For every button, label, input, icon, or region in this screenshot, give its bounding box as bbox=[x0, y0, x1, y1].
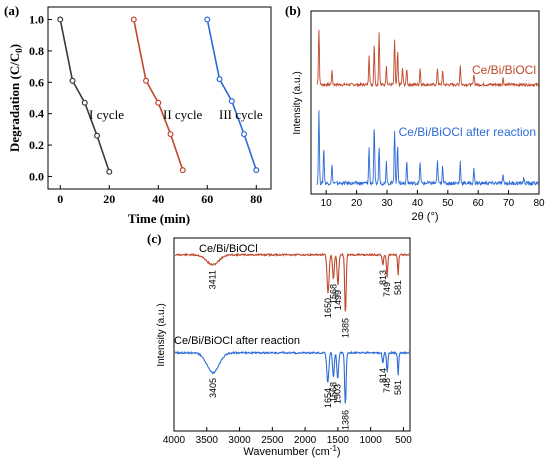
x-tick-label: 10 bbox=[321, 198, 333, 209]
band-label: 1654 bbox=[323, 388, 333, 408]
data-point bbox=[143, 77, 150, 84]
legend-ce-bi-biocl: Ce/Bi/BiOCl bbox=[472, 63, 536, 77]
panel-b-series bbox=[316, 29, 540, 187]
data-point bbox=[130, 16, 137, 23]
label-ce-bi-biocl-after: Ce/Bi/BiOCl after reaction bbox=[174, 335, 300, 347]
panel-b-xlabel: 2θ (°) bbox=[411, 211, 438, 223]
panel-b-label: (b) bbox=[285, 3, 301, 18]
y-tick-label: 0.0 bbox=[29, 169, 44, 183]
band-label: 1568 bbox=[328, 382, 338, 402]
data-point bbox=[241, 131, 248, 138]
ftir-spectrum-ce-bi-biocl-after-reaction bbox=[174, 350, 410, 404]
y-tick-label: 0.2 bbox=[29, 138, 44, 152]
panel-b: (b) 10 20 30 40 50 60 70 80 Ce/Bi/BiOCl Ce/Bi/B… bbox=[285, 3, 545, 223]
panel-c-frame bbox=[173, 237, 411, 432]
x-tick-label: 80 bbox=[533, 198, 545, 209]
x-tick-label: 40 bbox=[152, 192, 164, 206]
panel-a-xlabel: Time (min) bbox=[128, 211, 190, 226]
data-point bbox=[204, 16, 211, 23]
y-tick-label: 0.4 bbox=[29, 107, 44, 121]
data-point bbox=[57, 16, 64, 23]
band-label: 1499 bbox=[333, 290, 343, 310]
data-point bbox=[69, 77, 76, 84]
x-tick-label: 70 bbox=[503, 198, 515, 209]
band-label: 1385 bbox=[340, 318, 350, 338]
y-tick-label: 0.8 bbox=[29, 44, 44, 58]
band-label: 748 bbox=[382, 378, 392, 393]
panel-c: (c) 4000 3500 3000 2500 2000 1500 1000 500 3411… bbox=[147, 231, 412, 458]
ftir-spectrum-ce-bi-biocl bbox=[174, 252, 410, 312]
x-tick-label: 2000 bbox=[294, 435, 317, 446]
band-label: 581 bbox=[393, 280, 403, 295]
data-point bbox=[179, 167, 186, 174]
x-tick-label: 0 bbox=[57, 192, 63, 206]
panel-a-ticks: 0 20 40 60 80 0.0 0.2 0.4 0.6 0.8 1.0 bbox=[29, 13, 262, 206]
panel-c-xlabel: Wavenumber (cm-1) bbox=[243, 444, 340, 458]
x-tick-label: 1500 bbox=[327, 435, 350, 446]
panel-a-frame bbox=[47, 6, 272, 190]
xrd-pattern-ce-bi-biocl-after-reaction bbox=[316, 110, 540, 187]
panel-a-series bbox=[57, 16, 260, 175]
panel-b-ticks: 10 20 30 40 50 60 70 80 bbox=[321, 190, 545, 209]
y-tick-label: 1.0 bbox=[29, 13, 44, 27]
x-tick-label: 60 bbox=[201, 192, 213, 206]
x-tick-label: 500 bbox=[395, 435, 412, 446]
band-label: 1568 bbox=[328, 284, 338, 304]
band-label: 3405 bbox=[208, 378, 218, 398]
x-tick-label: 3500 bbox=[196, 435, 219, 446]
panel-a: (a) 0 20 40 60 800.00.20.40.60.81.0 I cycle … bbox=[4, 3, 272, 226]
x-tick-label: 3000 bbox=[228, 435, 251, 446]
panel-b-ylabel: Intensity (a.u.) bbox=[292, 71, 303, 134]
label-ce-bi-biocl: Ce/Bi/BiOCl bbox=[199, 243, 258, 255]
panel-c-ylabel: Intensity (a.u.) bbox=[156, 303, 167, 366]
x-tick-label: 1000 bbox=[360, 435, 383, 446]
series-line-i-cycle bbox=[59, 19, 111, 172]
legend-ce-bi-biocl-after: Ce/Bi/BiOCl after reaction bbox=[399, 125, 536, 139]
panel-a-label: (a) bbox=[4, 3, 19, 18]
data-point bbox=[94, 132, 101, 139]
data-point bbox=[228, 98, 235, 105]
x-tick-label: 60 bbox=[473, 198, 485, 209]
series-line-iii-cycle bbox=[206, 19, 258, 171]
series-label-i-cycle: I cycle bbox=[89, 107, 124, 122]
series-line-ii-cycle bbox=[132, 19, 184, 171]
band-label: 1503 bbox=[333, 384, 343, 404]
panel-c-label: (c) bbox=[147, 231, 161, 246]
data-point bbox=[106, 168, 113, 175]
band-label: 1386 bbox=[340, 410, 350, 430]
data-point bbox=[155, 99, 162, 106]
band-label: 749 bbox=[382, 282, 392, 297]
data-point bbox=[216, 76, 223, 83]
panel-b-frame bbox=[310, 10, 540, 195]
band-label: 1650 bbox=[323, 298, 333, 318]
y-tick-label: 0.6 bbox=[29, 75, 44, 89]
band-label: 813 bbox=[378, 270, 388, 285]
x-tick-label: 2500 bbox=[261, 435, 284, 446]
x-tick-label: 50 bbox=[442, 198, 454, 209]
data-point bbox=[81, 99, 88, 106]
x-tick-label: 20 bbox=[351, 198, 363, 209]
band-label: 814 bbox=[378, 368, 388, 383]
series-label-ii-cycle: II cycle bbox=[163, 107, 203, 122]
x-tick-label: 30 bbox=[381, 198, 393, 209]
band-label: 3411 bbox=[208, 270, 218, 289]
x-tick-label: 20 bbox=[103, 192, 115, 206]
data-point bbox=[167, 131, 174, 138]
data-point bbox=[253, 167, 260, 174]
panel-a-ylabel: Degradation (C/C0) bbox=[7, 44, 24, 152]
band-label: 581 bbox=[393, 380, 403, 395]
x-tick-label: 40 bbox=[412, 198, 424, 209]
x-tick-label: 80 bbox=[250, 192, 262, 206]
panel-c-ticks: 4000 3500 3000 2500 2000 1500 1000 500 bbox=[163, 427, 412, 446]
x-tick-label: 4000 bbox=[163, 435, 186, 446]
series-label-iii-cycle: III cycle bbox=[219, 107, 263, 122]
xrd-pattern-ce-bi-biocl bbox=[316, 29, 539, 88]
